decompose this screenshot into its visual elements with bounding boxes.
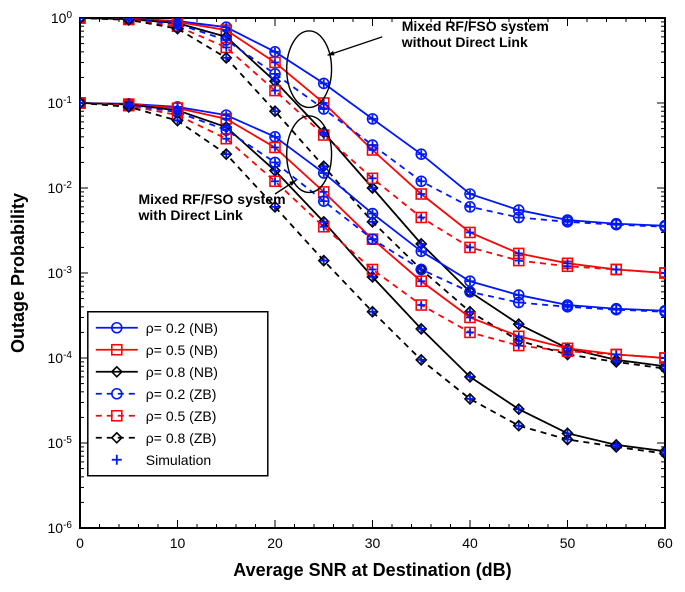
svg-text:Mixed RF/FSO system: Mixed RF/FSO system	[139, 191, 286, 207]
svg-text:10: 10	[170, 535, 186, 551]
legend-label-sim: Simulation	[146, 452, 211, 468]
legend-label-s4: ρ= 0.2 (ZB)	[146, 386, 217, 402]
legend: ρ= 0.2 (NB) ρ= 0.5 (NB) ρ= 0.8 (NB) ρ= 0.2 …	[88, 312, 268, 476]
svg-text:10-5: 10-5	[48, 435, 73, 452]
svg-text:10-2: 10-2	[48, 180, 73, 197]
svg-text:Mixed RF/FSO system: Mixed RF/FSO system	[402, 18, 549, 34]
svg-text:30: 30	[365, 535, 381, 551]
chart-container: 0 10 20 30 40 50 60 10-6 10-5 10-4 10-3 10-2 10-1 100…	[0, 0, 685, 592]
svg-text:10-3: 10-3	[48, 265, 73, 282]
svg-text:20: 20	[267, 535, 283, 551]
svg-text:without Direct Link: without Direct Link	[401, 34, 528, 50]
legend-label-s6: ρ= 0.8 (ZB)	[146, 430, 217, 446]
ann-without: Mixed RF/FSO systemwithout Direct Link	[287, 18, 549, 107]
svg-text:10-6: 10-6	[48, 520, 73, 537]
svg-text:10-4: 10-4	[48, 350, 73, 367]
svg-text:10-1: 10-1	[48, 95, 73, 112]
svg-text:100: 100	[51, 10, 73, 27]
svg-text:50: 50	[560, 535, 576, 551]
legend-label-s1: ρ= 0.2 (NB)	[146, 320, 218, 336]
svg-text:with Direct Link: with Direct Link	[138, 207, 243, 223]
svg-text:0: 0	[76, 535, 84, 551]
legend-label-s5: ρ= 0.5 (ZB)	[146, 408, 217, 424]
svg-text:40: 40	[462, 535, 478, 551]
legend-label-s3: ρ= 0.8 (NB)	[146, 364, 218, 380]
legend-label-s2: ρ= 0.5 (NB)	[146, 342, 218, 358]
x-axis-label: Average SNR at Destination (dB)	[233, 560, 511, 580]
chart-svg: 0 10 20 30 40 50 60 10-6 10-5 10-4 10-3 10-2 10-1 100…	[0, 0, 685, 592]
y-axis-label: Outage Probability	[8, 193, 28, 353]
svg-text:60: 60	[657, 535, 673, 551]
